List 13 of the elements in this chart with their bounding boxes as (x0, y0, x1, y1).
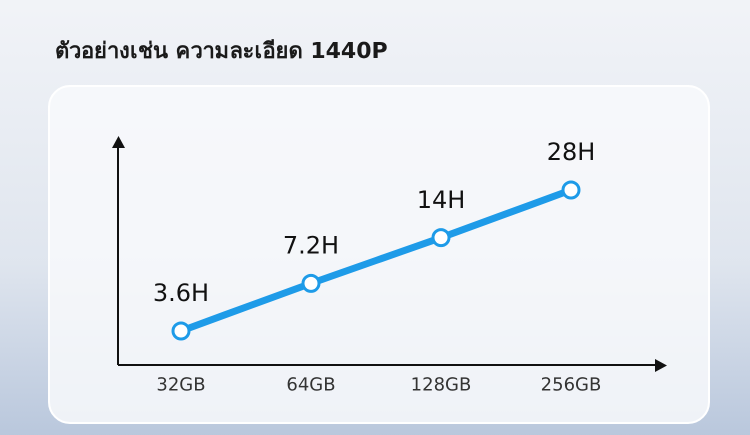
chart-title: ตัวอย่างเช่น ความละเอียด 1440P (55, 38, 388, 66)
point (302, 274, 320, 293)
data-label: 28H (546, 138, 596, 166)
point (562, 180, 580, 200)
point (172, 322, 190, 340)
data-label: 14H (416, 186, 466, 214)
point (432, 228, 450, 248)
x-tick-label: 256GB (540, 374, 602, 396)
x-tick-label: 64GB (286, 374, 336, 396)
x-tick-label: 128GB (410, 374, 472, 396)
data-label: 7.2H (282, 232, 340, 260)
x-tick-label: 32GB (156, 374, 206, 396)
data-label: 3.6H (152, 279, 210, 308)
